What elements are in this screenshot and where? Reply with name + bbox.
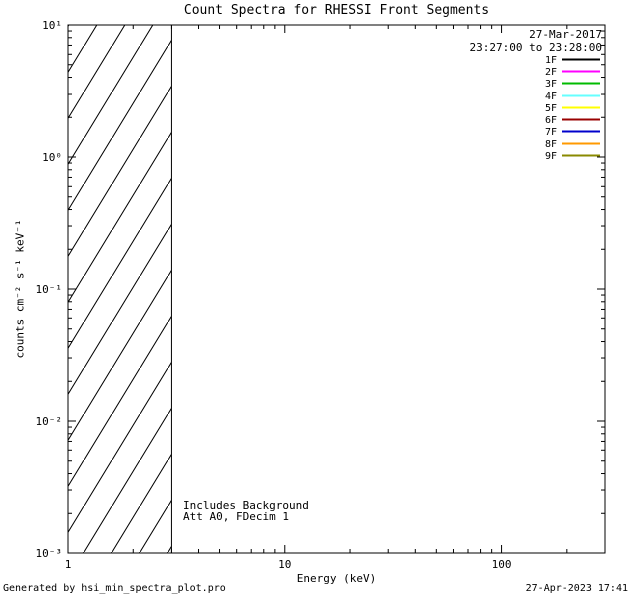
y-ticks: 10⁻³ 10⁻² 10⁻¹ 10⁰ 10¹ [36, 19, 605, 560]
x-axis-label: Energy (keV) [296, 572, 377, 585]
legend-label: 6F [545, 115, 557, 126]
y-tick-label: 10⁻² [36, 415, 63, 428]
legend-label: 3F [545, 79, 557, 90]
generation-timestamp: 27-Apr-2023 17:41 [525, 583, 628, 594]
legend-label: 7F [545, 127, 557, 138]
y-tick-label: 10⁻³ [36, 547, 63, 560]
legend-label: 4F [545, 91, 557, 102]
legend-label: 9F [545, 151, 557, 162]
annotation-attenuator-state: Att A0, FDecim 1 [183, 510, 289, 523]
y-tick-label: 10⁻¹ [36, 283, 63, 296]
y-tick-label: 10⁰ [42, 151, 62, 164]
y-tick-label: 10¹ [42, 19, 62, 32]
legend-label: 5F [545, 103, 557, 114]
legend-label: 8F [545, 139, 557, 150]
annotation-includes-background: Includes Background [183, 499, 309, 512]
x-ticks: 1 10 100 [65, 25, 568, 571]
chart-title: Count Spectra for RHESSI Front Segments [183, 3, 490, 18]
x-tick-label: 10 [278, 558, 291, 571]
legend-time-range: 23:27:00 to 23:28:00 [469, 41, 602, 54]
legend-date: 27-Mar-2017 [529, 28, 602, 41]
legend-label: 2F [545, 67, 557, 78]
y-axis-label: counts cm⁻² s⁻¹ keV⁻¹ [13, 219, 27, 359]
hatched-region [68, 25, 172, 553]
x-tick-label: 1 [65, 558, 72, 571]
x-tick-label: 100 [492, 558, 512, 571]
generated-by-text: Generated by hsi_min_spectra_plot.pro [3, 583, 226, 594]
legend-label: 1F [545, 55, 557, 66]
